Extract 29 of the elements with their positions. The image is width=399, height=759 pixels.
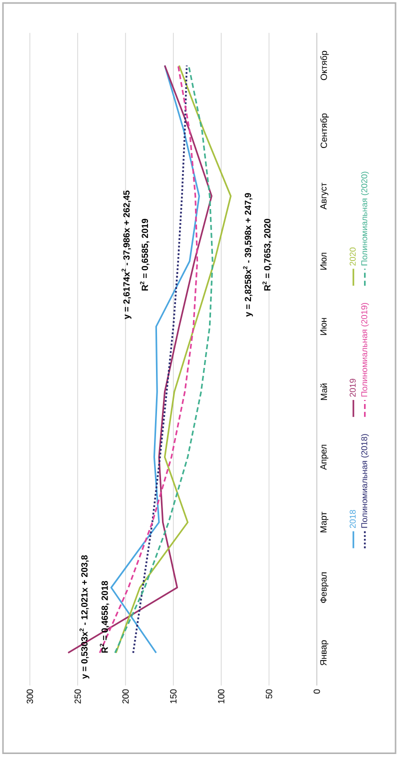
text: Полиномиальная (2018)	[361, 434, 370, 528]
x-tick-label: 200	[122, 689, 129, 704]
annotation: R$^{2}$ = 0,4658, 2018	[100, 580, 110, 653]
y-tick-label: Март	[320, 512, 329, 532]
y-tick-label: Сентябр	[320, 113, 329, 148]
x-tick-label: 150	[170, 689, 177, 704]
annotation: y = 0,5303x$^{2}$ - 12,021x + 203,8	[80, 555, 90, 679]
y-tick-label: Июл	[320, 252, 327, 270]
y-tick-label: Январ	[320, 640, 329, 666]
text: 2018	[350, 510, 356, 528]
x-tick-label: 250	[74, 689, 82, 704]
x-tick-label: 100	[218, 689, 225, 704]
y-tick-label: Июн	[320, 318, 327, 335]
x-tick-label: 300	[26, 689, 34, 704]
annotation: R$^{2}$ = 0,6585, 2019	[140, 218, 150, 290]
annotation: y = 2,8258x$^{2}$ - 39,598x + 247,9	[243, 193, 254, 317]
text: 2019	[350, 378, 356, 397]
y-tick-label: Феврал	[320, 572, 329, 603]
text: Полиномиальная (2020)	[361, 172, 370, 266]
x-tick-label: 50	[266, 689, 272, 699]
y-tick-label: Апрел	[320, 444, 329, 470]
y-tick-label: Август	[320, 182, 329, 210]
text: Полиномиальная (2019)	[361, 302, 370, 397]
annotation: R$^{2}$ = 0,7653, 2020	[262, 218, 272, 290]
text: 2020	[350, 248, 356, 266]
annotation: y = 2,6174x$^{2}$ - 37,986x + 262,45	[122, 190, 132, 320]
y-tick-label: Октябр	[320, 50, 329, 80]
y-tick-label: Май	[320, 384, 328, 400]
x-tick-label: 0	[314, 689, 320, 694]
